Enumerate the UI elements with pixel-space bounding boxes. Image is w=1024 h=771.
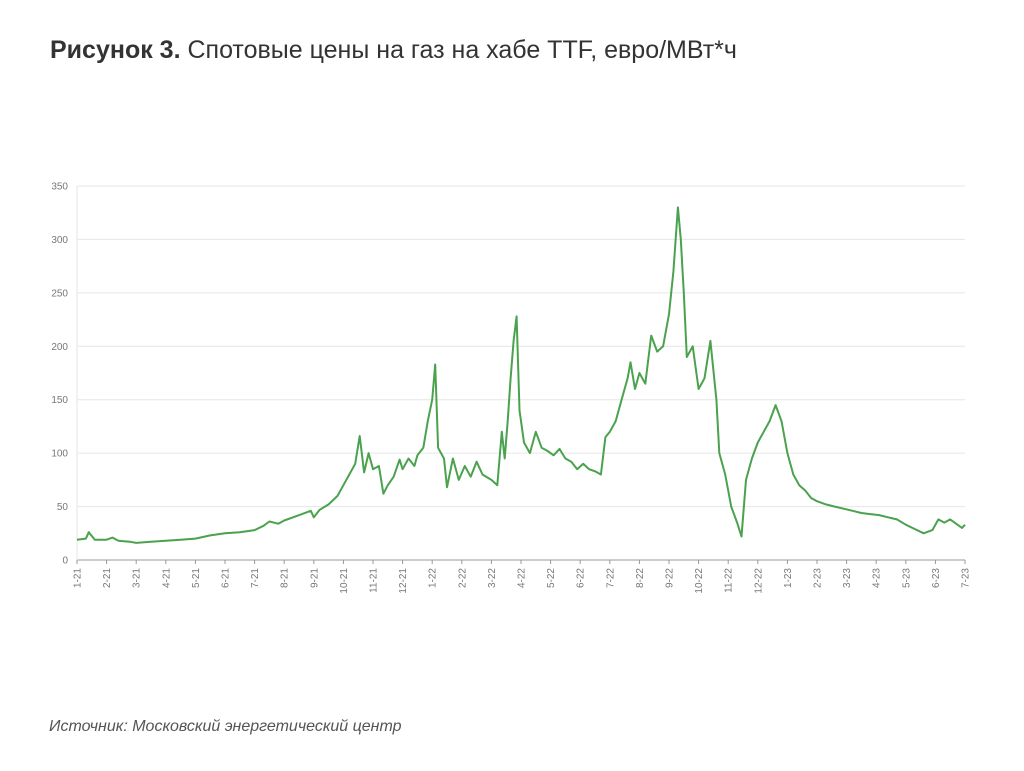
x-tick-label: 4-22 [517, 568, 528, 588]
y-tick-label: 0 [62, 556, 68, 567]
x-tick-label: 7-21 [250, 568, 261, 588]
x-tick-label: 3-23 [842, 568, 853, 588]
source-text: Московский энергетический центр [127, 718, 402, 735]
y-tick-label: 300 [51, 235, 68, 246]
y-tick-label: 100 [51, 449, 68, 460]
price-series-line [76, 206, 966, 544]
x-tick-label: 4-21 [161, 568, 172, 588]
x-tick-label: 3-21 [132, 568, 143, 588]
x-tick-label: 5-23 [901, 568, 912, 588]
x-tick-label: 6-21 [221, 568, 232, 588]
x-tick-label: 12-21 [398, 568, 409, 594]
x-tick-label: 9-22 [665, 568, 676, 588]
x-tick-label: 2-23 [813, 568, 824, 588]
y-tick-label: 200 [51, 342, 68, 353]
x-tick-label: 1-23 [783, 568, 794, 588]
x-axis: 1-21 2-21 3-21 4-21 5-21 6-21 7-21 8-21 9-21 10-2… [73, 560, 972, 594]
x-tick-label: 1-21 [73, 568, 84, 588]
source-label: Источник: [49, 718, 128, 735]
x-tick-label: 5-22 [546, 568, 557, 588]
x-tick-label: 4-23 [872, 568, 883, 588]
x-tick-label: 12-22 [753, 568, 764, 594]
x-tick-label: 10-22 [694, 568, 705, 594]
y-tick-label: 50 [57, 502, 69, 513]
x-tick-label: 6-23 [931, 568, 942, 588]
figure-caption: Спотовые цены на газ на хабе TTF, евро/М… [180, 36, 737, 64]
x-tick-label: 2-21 [102, 568, 113, 588]
source-note: Источник: Московский энергетический цент… [49, 718, 402, 736]
x-tick-label: 7-22 [605, 568, 616, 588]
x-tick-label: 5-21 [191, 568, 202, 588]
chart-title: Рисунок 3. Спотовые цены на газ на хабе … [50, 36, 737, 65]
x-tick-label: 9-21 [309, 568, 320, 588]
y-tick-label: 350 [51, 182, 68, 193]
y-tick-label: 250 [51, 288, 68, 299]
x-tick-label: 1-22 [428, 568, 439, 588]
x-tick-label: 11-21 [369, 568, 380, 593]
x-tick-label: 11-22 [724, 568, 735, 593]
x-tick-label: 8-22 [635, 568, 646, 588]
x-tick-label: 2-22 [457, 568, 468, 588]
grid-lines [76, 185, 965, 561]
y-tick-label: 150 [51, 395, 68, 406]
x-tick-label: 8-21 [280, 568, 291, 588]
x-tick-label: 7-23 [961, 568, 972, 588]
x-tick-label: 6-22 [576, 568, 587, 588]
y-axis: 0 50 100 150 200 250 300 350 [51, 182, 68, 567]
x-tick-label: 10-21 [339, 568, 350, 594]
x-tick-label: 3-22 [487, 568, 498, 588]
figure-number: Рисунок 3. [50, 36, 181, 64]
